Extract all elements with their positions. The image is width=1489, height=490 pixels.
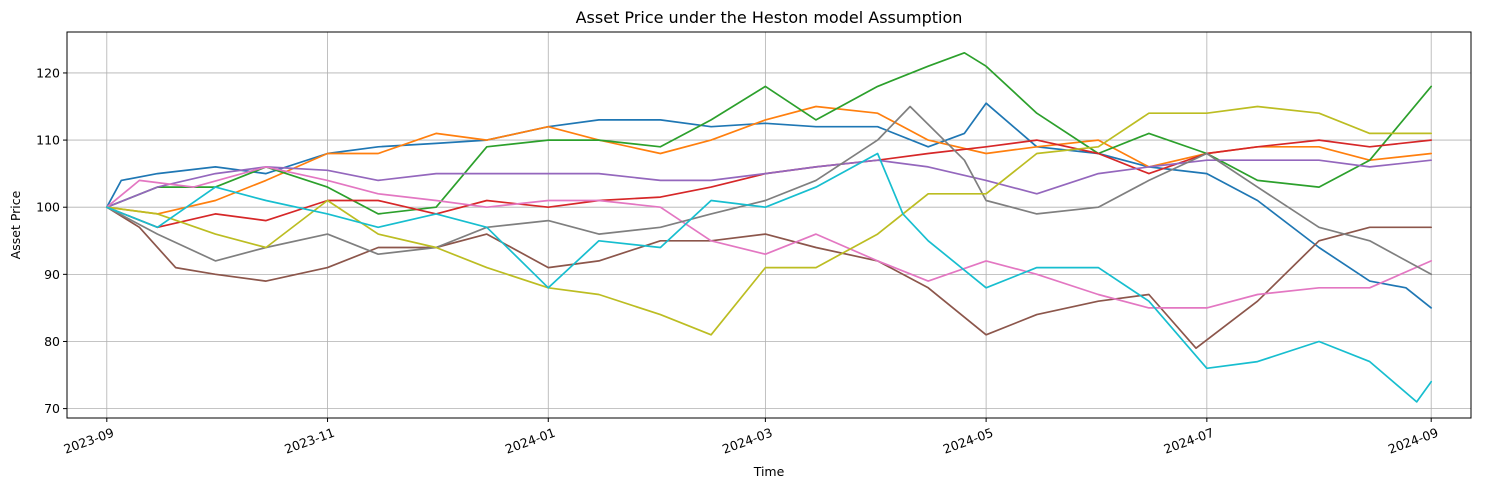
series-layer xyxy=(105,51,1433,403)
series-line-3 xyxy=(105,51,1433,215)
y-tick-label: 100 xyxy=(36,200,60,215)
y-tick-label: 80 xyxy=(44,334,60,349)
series-line-6 xyxy=(105,206,1433,350)
series-line-8 xyxy=(105,105,1433,276)
series-line-7 xyxy=(105,166,1433,309)
y-axis-label: Asset Price xyxy=(8,190,23,259)
y-tick-label: 120 xyxy=(36,65,60,80)
chart-title: Asset Price under the Heston model Assum… xyxy=(576,8,963,27)
x-axis-label: Time xyxy=(753,464,785,479)
y-tick-label: 110 xyxy=(36,133,60,148)
grid xyxy=(67,32,1471,418)
plot-area-frame xyxy=(66,31,1472,419)
y-axis-ticks: 70 80 90 100 110 120 xyxy=(36,65,67,416)
series-line-5 xyxy=(105,159,1433,209)
y-tick-label: 90 xyxy=(44,267,60,282)
y-tick-label: 70 xyxy=(44,401,60,416)
series-line-10 xyxy=(105,152,1433,403)
series-line-1 xyxy=(105,102,1433,309)
series-line-9 xyxy=(105,105,1433,336)
